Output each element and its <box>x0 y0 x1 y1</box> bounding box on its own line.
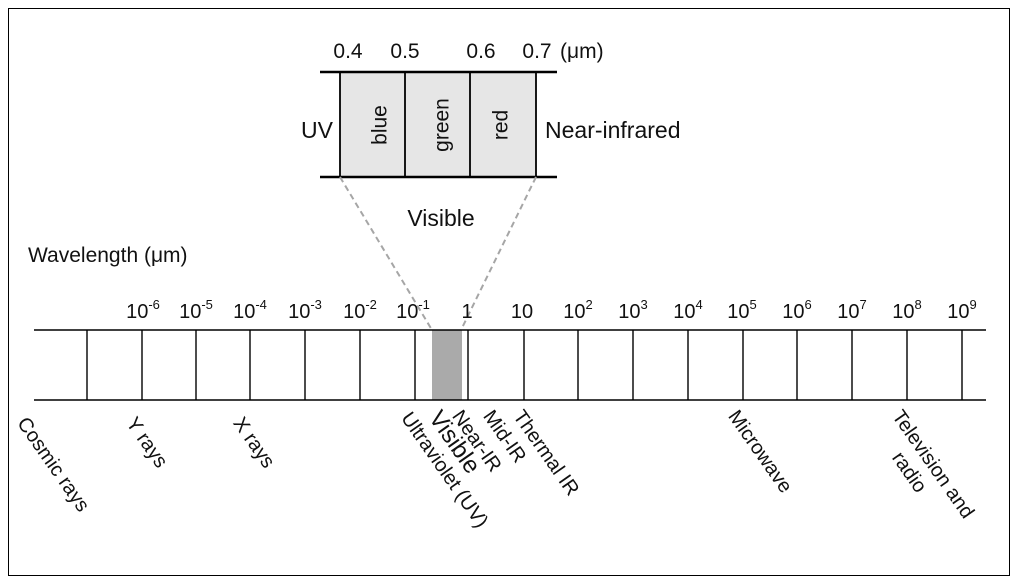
region-labels: Cosmic rays Y rays X rays Ultraviolet (UV)V… <box>13 406 979 536</box>
axis-label: Wavelength (μm) <box>28 244 188 267</box>
scale-tick-label: 10 <box>511 301 533 323</box>
visible-inset: 0.4 0.5 0.6 0.7 (μm) blue green red UV N… <box>301 40 680 231</box>
inset-tick-label: 0.6 <box>466 40 495 63</box>
zoom-connector-right <box>460 176 537 331</box>
scale-tick-label: 107 <box>837 297 866 323</box>
scale-tick-label: 10-5 <box>179 297 213 323</box>
inset-tick-label: 0.5 <box>390 40 419 63</box>
scale-tick-label: 10-4 <box>233 297 267 323</box>
scale-tick-label: 102 <box>563 297 592 323</box>
inset-right-label: Near-infrared <box>545 117 681 143</box>
inset-caption: Visible <box>407 205 474 231</box>
scale-tick-label: 104 <box>673 297 702 323</box>
scale-tick-label: 106 <box>782 297 811 323</box>
region-label: X rays <box>229 413 280 472</box>
inset-unit-label: (μm) <box>560 40 604 63</box>
scale-tick-label: 1 <box>461 301 472 323</box>
region-label: Television andradio <box>868 406 978 536</box>
band-label-blue: blue <box>369 105 392 145</box>
scale-tick-label: 10-6 <box>126 297 160 323</box>
scale-tick-label: 10-2 <box>343 297 377 323</box>
scale-tick-label: 108 <box>892 297 921 323</box>
band-label-red: red <box>490 110 513 140</box>
figure-frame <box>8 8 1010 576</box>
region-label: Cosmic rays <box>13 413 94 516</box>
visible-highlight <box>432 330 462 400</box>
region-label: Y rays <box>122 413 172 472</box>
inset-tick-label: 0.7 <box>522 40 551 63</box>
inset-left-label: UV <box>301 117 334 143</box>
scale-tick-label: 103 <box>618 297 647 323</box>
inset-tick-label: 0.4 <box>333 40 363 63</box>
visible-bands-fill <box>340 72 536 177</box>
main-scale: 10-6 10-5 10-4 10-3 10-2 10-1 1 10 102 103 104 105 1… <box>34 297 986 401</box>
scale-tick-label: 105 <box>727 297 756 323</box>
band-label-green: green <box>431 98 454 152</box>
region-label: Microwave <box>724 406 797 497</box>
scale-tick-label: 10-3 <box>288 297 322 323</box>
scale-tick-label: 10-1 <box>396 297 430 323</box>
scale-tick-label: 109 <box>947 297 976 323</box>
